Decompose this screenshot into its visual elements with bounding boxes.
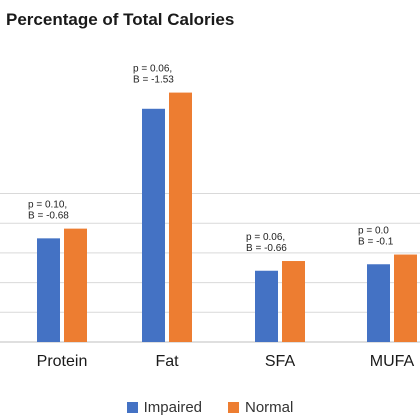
chart-title: Percentage of Total Calories — [6, 10, 235, 29]
annotation-b-value: B = -0.1 — [358, 237, 394, 248]
gridlines — [0, 193, 420, 343]
legend-swatch-impaired — [126, 402, 138, 413]
bar-normal-sfa — [282, 261, 305, 342]
legend-label-normal: Normal — [245, 399, 294, 416]
annotation-b-value: B = -0.66 — [246, 243, 287, 254]
bar-normal-fat — [169, 92, 192, 342]
bars — [37, 92, 417, 342]
annotation-b-value: B = -0.68 — [28, 211, 69, 222]
x-tick-label: MUFA — [370, 353, 415, 370]
x-tick-label: SFA — [265, 353, 296, 370]
annotation-p-value: p = 0.10, — [28, 200, 67, 211]
legend-swatch-normal — [228, 402, 239, 413]
annotations: p = 0.10,B = -0.68p = 0.06,B = -1.53p = … — [28, 64, 394, 254]
x-tick-label: Fat — [155, 353, 179, 370]
bar-impaired-fat — [142, 108, 165, 342]
bar-normal-protein — [64, 228, 87, 342]
x-tick-labels: Protein Fat SFA MUFA — [37, 353, 415, 370]
bar-impaired-protein — [37, 238, 60, 342]
bar-impaired-mufa — [367, 264, 390, 342]
annotation-p-value: p = 0.06, — [133, 64, 172, 75]
annotation-p-value: p = 0.0 — [358, 226, 389, 237]
bar-impaired-sfa — [255, 270, 278, 342]
x-tick-label: Protein — [37, 353, 88, 370]
legend-item-normal: Normal — [228, 399, 293, 416]
legend-item-impaired: Impaired — [126, 399, 202, 416]
legend: Impaired Normal — [0, 399, 420, 416]
annotation-p-value: p = 0.06, — [246, 232, 285, 243]
legend-label-impaired: Impaired — [143, 399, 202, 416]
bar-normal-mufa — [394, 254, 417, 342]
annotation-b-value: B = -1.53 — [133, 75, 174, 86]
